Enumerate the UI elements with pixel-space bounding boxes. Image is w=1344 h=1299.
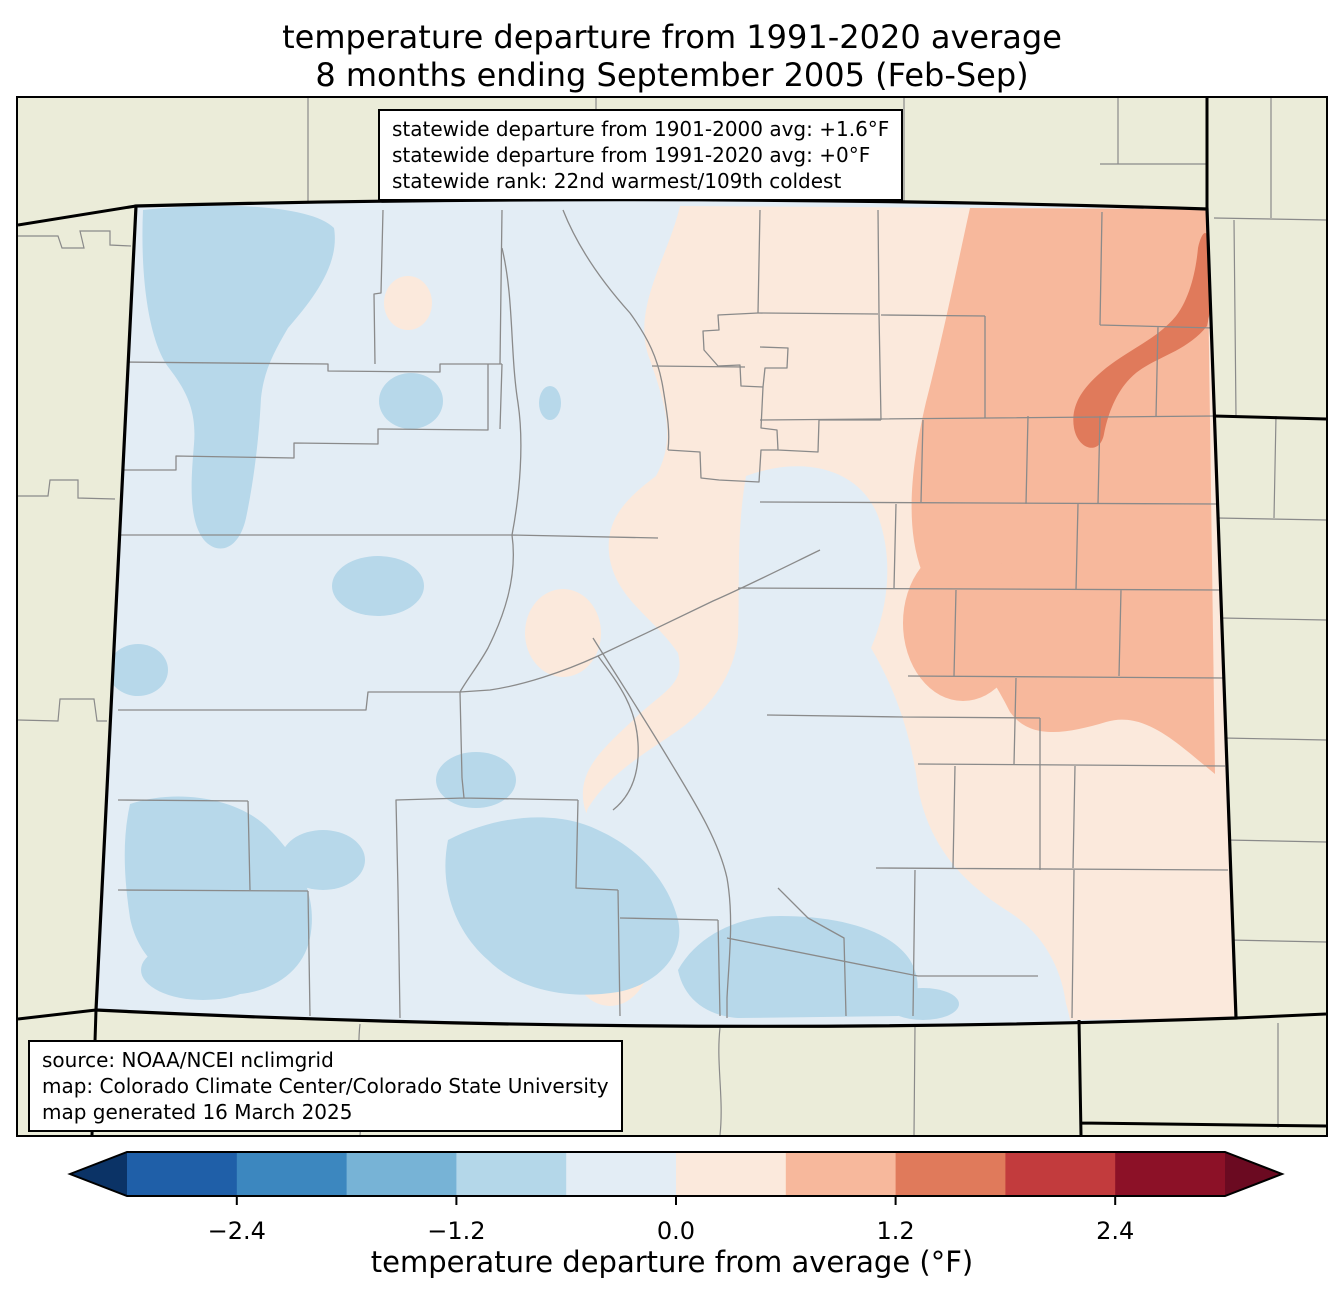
colorbar-svg: −2.4 −1.2 0.0 1.2 2.4 (67, 1151, 1285, 1245)
colorbar-tick-label: 1.2 (877, 1217, 915, 1245)
stats-line-2: statewide departure from 1991-2020 avg: … (392, 143, 871, 167)
source-box: source: NOAA/NCEI nclimgrid map: Colorad… (28, 1040, 623, 1132)
stats-line-3: statewide rank: 22nd warmest/109th colde… (392, 169, 842, 193)
cold-blob-nw (142, 205, 335, 549)
colorbar-outline (67, 1151, 1285, 1197)
source-line-1: source: NOAA/NCEI nclimgrid (42, 1048, 334, 1072)
colorbar: −2.4 −1.2 0.0 1.2 2.4 (0, 1135, 1344, 1255)
source-line-2: map: Colorado Climate Center/Colorado St… (42, 1074, 609, 1098)
title-line-1: temperature departure from 1991-2020 ave… (282, 18, 1062, 56)
colorado-county-lines (117, 209, 1229, 1019)
warm-region-12-18 (1073, 233, 1212, 448)
colorbar-tick-label: −1.2 (427, 1217, 485, 1245)
colorbar-right-arrow (1225, 1152, 1282, 1196)
colorbar-segment (456, 1152, 567, 1196)
colorbar-segment (1005, 1152, 1116, 1196)
stats-line-1: statewide departure from 1901-2000 avg: … (392, 117, 890, 141)
warm-region-06-12-lobe (903, 545, 1023, 701)
cool-arm-south (578, 466, 1068, 1018)
cold-blob-sbowl2 (887, 988, 959, 1020)
cold-blob-w3 (332, 556, 424, 616)
colorbar-segment (236, 1152, 348, 1196)
colorbar-segment (895, 1152, 1007, 1196)
colorbar-segment (127, 1152, 238, 1196)
colorbar-segment (566, 1152, 677, 1196)
cold-blob-w2 (539, 386, 561, 420)
contour-fills (108, 205, 1236, 1020)
figure-title: temperature departure from 1991-2020 ave… (0, 18, 1344, 94)
colorbar-segment (1115, 1152, 1226, 1196)
colorbar-tick-label: −2.4 (208, 1217, 266, 1245)
warm-spot-nw (384, 276, 432, 330)
cold-blob-sw3 (141, 940, 265, 1000)
colorbar-tick-label: 0.0 (657, 1217, 695, 1245)
colorbar-left-arrow (70, 1152, 127, 1196)
colorbar-axis-label: temperature departure from average (°F) (370, 1245, 974, 1279)
cold-blob-w1 (379, 373, 443, 429)
colorado-map (18, 98, 1326, 1135)
cold-blob-sbowl (678, 916, 918, 1018)
title-line-2: 8 months ending September 2005 (Feb-Sep) (315, 56, 1029, 94)
colorbar-segment (346, 1152, 458, 1196)
colorbar-segment (785, 1152, 897, 1196)
colorbar-tick-label: 2.4 (1096, 1217, 1134, 1245)
colorbar-segment (676, 1152, 787, 1196)
cold-blob-scentral (445, 817, 680, 995)
cold-blob-w4 (108, 644, 168, 696)
source-line-3: map generated 16 March 2025 (42, 1100, 353, 1124)
map-axes: statewide departure from 1901-2000 avg: … (16, 96, 1328, 1137)
stats-box: statewide departure from 1901-2000 avg: … (378, 109, 904, 201)
warm-spot-gunnison (525, 589, 601, 677)
cold-blob-sw2 (281, 830, 365, 890)
cold-blob-sc2 (436, 752, 516, 808)
